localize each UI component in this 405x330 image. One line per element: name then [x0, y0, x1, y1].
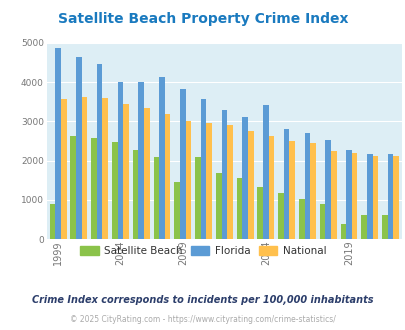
Bar	[309, 143, 315, 239]
Bar	[277, 193, 283, 239]
Bar	[117, 82, 123, 239]
Bar	[215, 173, 221, 239]
Text: Crime Index corresponds to incidents per 100,000 inhabitants: Crime Index corresponds to incidents per…	[32, 295, 373, 305]
Bar	[55, 48, 61, 239]
Bar	[372, 156, 377, 239]
Bar	[289, 141, 294, 239]
Bar	[102, 98, 108, 239]
Bar	[49, 204, 55, 239]
Bar	[345, 150, 351, 239]
Bar	[61, 99, 66, 239]
Bar	[200, 99, 206, 239]
Bar	[123, 104, 128, 239]
Bar	[144, 109, 149, 239]
Bar	[268, 136, 274, 239]
Bar	[387, 154, 392, 239]
Bar	[97, 64, 102, 239]
Bar	[164, 114, 170, 239]
Bar	[392, 156, 398, 239]
Bar	[319, 204, 324, 239]
Bar	[81, 97, 87, 239]
Bar	[179, 89, 185, 239]
Bar	[70, 136, 76, 239]
Bar	[91, 138, 97, 239]
Bar	[247, 131, 253, 239]
Bar	[138, 82, 144, 239]
Bar	[195, 157, 200, 239]
Text: Satellite Beach Property Crime Index: Satellite Beach Property Crime Index	[58, 12, 347, 25]
Bar	[221, 110, 226, 239]
Bar	[262, 105, 268, 239]
Bar	[153, 157, 159, 239]
Bar	[324, 140, 330, 239]
Bar	[185, 121, 191, 239]
Bar	[226, 125, 232, 239]
Bar	[304, 133, 309, 239]
Bar	[283, 128, 289, 239]
Bar	[330, 151, 336, 239]
Bar	[340, 224, 345, 239]
Bar	[257, 187, 262, 239]
Text: © 2025 CityRating.com - https://www.cityrating.com/crime-statistics/: © 2025 CityRating.com - https://www.city…	[70, 315, 335, 324]
Bar	[76, 57, 81, 239]
Bar	[174, 182, 179, 239]
Bar	[360, 215, 366, 239]
Bar	[236, 178, 242, 239]
Bar	[298, 199, 304, 239]
Bar	[351, 153, 356, 239]
Bar	[132, 150, 138, 239]
Legend: Satellite Beach, Florida, National: Satellite Beach, Florida, National	[75, 242, 330, 260]
Bar	[112, 142, 117, 239]
Bar	[366, 154, 372, 239]
Bar	[206, 123, 211, 239]
Bar	[381, 215, 387, 239]
Bar	[242, 117, 247, 239]
Bar	[159, 77, 164, 239]
